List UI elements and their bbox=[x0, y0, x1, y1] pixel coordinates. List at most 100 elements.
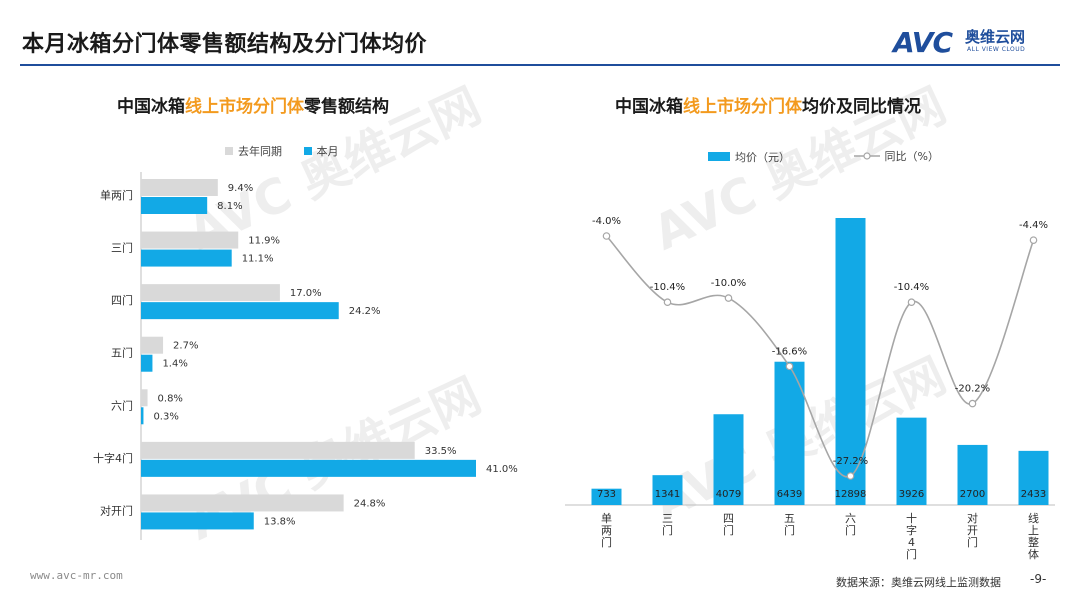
right-category-label: 十 bbox=[906, 511, 917, 525]
right-category-label: 上 bbox=[1028, 524, 1039, 537]
right-line-point bbox=[663, 298, 672, 307]
left-legend: 去年同期 本月 bbox=[225, 143, 357, 159]
right-title-part-3: 均价及同比情况 bbox=[802, 97, 921, 117]
right-line-value-label: -16.6% bbox=[772, 346, 807, 357]
legend-yoy-swatch bbox=[853, 152, 880, 160]
right-category-label: 门 bbox=[967, 535, 978, 549]
right-bar-avg-price bbox=[1018, 450, 1049, 505]
left-data-label: 1.4% bbox=[162, 359, 187, 370]
right-line-point bbox=[846, 472, 855, 480]
right-line-value-label: -10.0% bbox=[711, 278, 746, 289]
legend-yoy: 同比（%） bbox=[853, 148, 939, 164]
legend-avg-price-label: 均价（元） bbox=[735, 150, 790, 164]
legend-yoy-label: 同比（%） bbox=[884, 150, 939, 163]
left-bar-this-month bbox=[141, 354, 153, 372]
left-category-label: 三门 bbox=[111, 241, 133, 255]
footer-url: www.avc-mr.com bbox=[30, 569, 123, 582]
right-bar-avg-price bbox=[896, 417, 927, 505]
right-bar-avg-price bbox=[591, 488, 622, 505]
legend-this-month-swatch bbox=[303, 147, 312, 155]
legend-last-year: 去年同期 bbox=[225, 143, 282, 159]
left-data-label: 17.0% bbox=[290, 288, 322, 299]
legend-avg-price: 均价（元） bbox=[708, 149, 790, 165]
page-title: 本月冰箱分门体零售额结构及分门体均价 bbox=[22, 32, 428, 57]
right-bar-value-label: 6439 bbox=[777, 489, 802, 500]
right-bar-value-label: 2700 bbox=[960, 489, 985, 500]
right-category-label: 4 bbox=[908, 536, 915, 549]
right-chart-title: 中国冰箱线上市场分门体均价及同比情况 bbox=[615, 92, 921, 117]
legend-avg-price-swatch bbox=[708, 152, 730, 161]
right-category-label: 门 bbox=[723, 523, 734, 537]
left-data-label: 0.8% bbox=[158, 393, 183, 404]
watermark-4: AVC 奥维云网 bbox=[645, 347, 955, 532]
right-category-label: 对 bbox=[967, 511, 978, 525]
right-bar-avg-price bbox=[835, 218, 866, 505]
legend-this-month-label: 本月 bbox=[316, 145, 339, 158]
right-line-value-label: -4.0% bbox=[592, 216, 621, 227]
avc-logo: AVC 奥维云网 ALL VIEW CLOUD bbox=[893, 24, 1063, 60]
left-title-part-2: 线上市场分门体 bbox=[185, 97, 304, 117]
left-bar-last-year bbox=[141, 389, 148, 407]
left-category-label: 六门 bbox=[111, 398, 133, 412]
left-category-label: 五门 bbox=[111, 346, 133, 360]
left-category-label: 四门 bbox=[111, 293, 133, 307]
left-data-label: 41.0% bbox=[486, 464, 518, 475]
footer-source: 数据来源：奥维云网线上监测数据 bbox=[836, 576, 1001, 589]
right-legend: 均价（元） 同比（%） bbox=[708, 148, 957, 165]
left-title-part-3: 零售额结构 bbox=[304, 97, 389, 117]
left-data-label: 24.8% bbox=[354, 498, 386, 509]
legend-last-year-label: 去年同期 bbox=[238, 145, 282, 158]
right-bar-avg-price bbox=[957, 444, 988, 505]
left-data-label: 24.2% bbox=[349, 306, 381, 317]
left-bar-this-month bbox=[141, 407, 144, 425]
logo-en: ALL VIEW CLOUD bbox=[967, 46, 1026, 53]
right-title-part-1: 中国冰箱 bbox=[615, 97, 683, 117]
left-data-label: 0.3% bbox=[153, 411, 178, 422]
right-bar-value-label: 12898 bbox=[835, 489, 867, 500]
right-line-value-label: -20.2% bbox=[955, 384, 990, 395]
right-category-label: 门 bbox=[845, 523, 856, 537]
right-category-label: 四 bbox=[723, 512, 734, 525]
legend-last-year-swatch bbox=[225, 147, 233, 155]
right-line-value-label: -10.4% bbox=[650, 282, 685, 293]
right-line-value-label: -10.4% bbox=[894, 282, 929, 293]
right-category-label: 门 bbox=[601, 535, 612, 549]
left-title-part-1: 中国冰箱 bbox=[117, 97, 185, 117]
right-category-label: 线 bbox=[1028, 511, 1039, 525]
right-category-label: 体 bbox=[1028, 547, 1039, 561]
right-line-point bbox=[907, 298, 916, 307]
right-category-label: 开 bbox=[967, 524, 978, 537]
right-category-label: 门 bbox=[784, 523, 795, 537]
left-data-label: 11.1% bbox=[242, 254, 274, 265]
right-line-point bbox=[724, 294, 733, 302]
right-line-point bbox=[1029, 236, 1038, 244]
right-category-label: 六 bbox=[845, 512, 856, 525]
left-category-label: 十字4门 bbox=[93, 451, 133, 465]
right-line-point bbox=[968, 399, 977, 408]
right-category-label: 单 bbox=[601, 512, 612, 525]
right-bar-value-label: 733 bbox=[597, 489, 616, 500]
left-category-label: 对开门 bbox=[100, 503, 133, 517]
left-data-label: 2.7% bbox=[173, 341, 198, 352]
watermark-3: AVC 奥维云网 bbox=[180, 367, 490, 552]
right-category-label: 门 bbox=[906, 547, 917, 561]
right-line-value-label: -27.2% bbox=[833, 456, 868, 467]
left-bar-this-month bbox=[141, 302, 339, 320]
right-line-point bbox=[785, 362, 794, 371]
page-number: -9- bbox=[1030, 572, 1047, 586]
right-bar-value-label: 3926 bbox=[899, 489, 924, 500]
right-category-label: 两 bbox=[601, 524, 612, 537]
legend-this-month: 本月 bbox=[303, 143, 339, 159]
left-chart-title: 中国冰箱线上市场分门体零售额结构 bbox=[117, 92, 389, 117]
left-category-label: 单两门 bbox=[100, 188, 133, 202]
right-line-point bbox=[602, 232, 611, 240]
right-bar-value-label: 2433 bbox=[1021, 489, 1046, 500]
right-title-part-2: 线上市场分门体 bbox=[683, 97, 802, 117]
logo-cn: 奥维云网 bbox=[965, 28, 1026, 46]
title-divider bbox=[20, 64, 1060, 66]
right-category-label: 整 bbox=[1028, 535, 1039, 549]
right-category-label: 五 bbox=[784, 512, 795, 525]
right-category-label: 字 bbox=[906, 523, 917, 537]
right-line-value-label: -4.4% bbox=[1019, 220, 1048, 231]
logo-mark: AVC bbox=[893, 26, 953, 59]
